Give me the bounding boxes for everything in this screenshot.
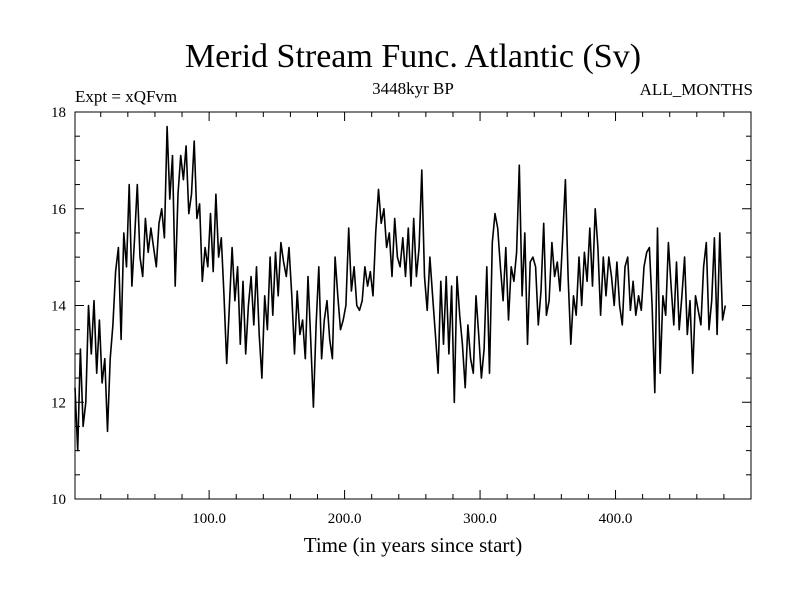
y-tick-label: 18: [51, 105, 66, 121]
y-tick-label: 10: [51, 492, 66, 508]
season-label: ALL_MONTHS: [640, 80, 753, 99]
y-tick-label: 16: [51, 202, 67, 218]
x-axis-label: Time (in years since start): [304, 533, 523, 557]
y-tick-label: 12: [51, 395, 66, 411]
chart-title: Merid Stream Func. Atlantic (Sv): [185, 38, 641, 75]
y-tick-label: 14: [51, 299, 67, 315]
x-tick-label: 300.0: [463, 511, 497, 527]
x-tick-label: 200.0: [328, 511, 362, 527]
x-tick-label: 100.0: [192, 511, 226, 527]
experiment-label: Expt = xQFvm: [75, 87, 177, 106]
series-line: [74, 125, 727, 452]
period-label: 3448kyr BP: [372, 79, 454, 98]
axis-tick-labels: 10 12 14 16 18 100.0 200.0 300.0 400.0: [51, 105, 632, 527]
plot-frame: [74, 111, 752, 500]
x-tick-label: 400.0: [599, 511, 633, 527]
axis-ticks: [75, 111, 751, 500]
